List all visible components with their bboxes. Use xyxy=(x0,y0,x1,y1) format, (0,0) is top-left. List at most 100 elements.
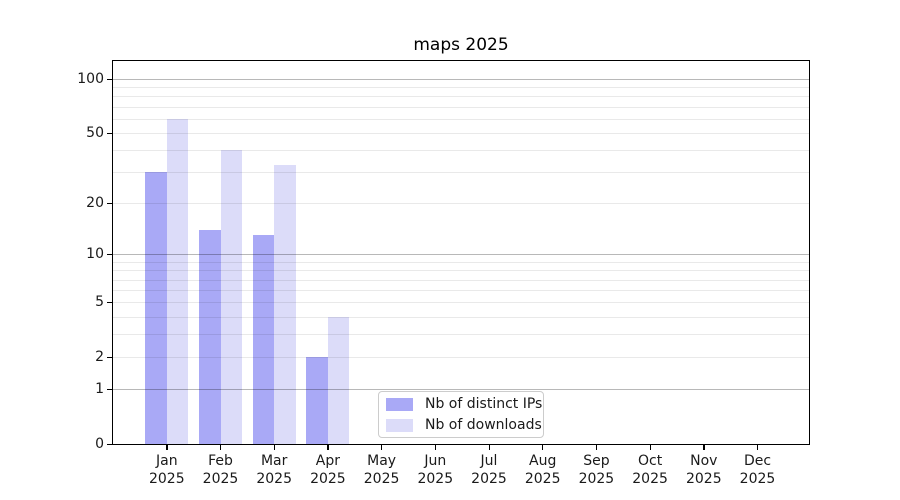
x-tick-label-dec: Dec 2025 xyxy=(730,452,786,488)
legend-swatch-distinct-ips xyxy=(386,397,413,411)
y-tick-label-5: 5 xyxy=(95,294,104,311)
bar-distinct-ips-apr xyxy=(306,357,328,444)
gridline-minor-8 xyxy=(113,270,809,272)
bar-downloads-mar xyxy=(274,165,296,444)
x-tick-mark-jan xyxy=(166,445,168,450)
y-tick-label-10: 10 xyxy=(86,246,104,263)
bar-distinct-ips-feb xyxy=(199,229,221,444)
x-tick-mark-sep xyxy=(595,445,598,450)
x-tick-mark-jun xyxy=(434,445,437,450)
x-tick-label-feb: Feb 2025 xyxy=(193,452,249,488)
gridline-major-10 xyxy=(113,254,809,256)
legend-row-downloads: Nb of downloads xyxy=(386,417,543,433)
gridline-minor-9 xyxy=(113,261,809,263)
x-tick-label-month: Mar xyxy=(260,453,288,469)
gridline-minor-80 xyxy=(113,96,809,98)
legend-label-downloads: Nb of downloads xyxy=(425,417,542,433)
x-tick-label-year: 2025 xyxy=(632,471,668,487)
chart-title: maps 2025 xyxy=(413,35,509,55)
y-tick-label-2: 2 xyxy=(95,349,104,366)
x-tick-label-apr: Apr 2025 xyxy=(300,452,356,488)
x-tick-mark-may xyxy=(381,445,383,450)
gridline-major-100 xyxy=(113,79,809,80)
bar-downloads-feb xyxy=(220,150,242,444)
x-tick-label-year: 2025 xyxy=(685,471,722,487)
gridline-minor-60 xyxy=(113,118,809,120)
x-tick-label-mar: Mar 2025 xyxy=(246,452,302,488)
x-tick-label-jan: Jan 2025 xyxy=(139,452,195,488)
x-tick-label-month: Apr xyxy=(315,453,340,469)
x-tick-label-year: 2025 xyxy=(363,471,400,487)
x-tick-label-year: 2025 xyxy=(202,471,239,487)
y-tick-label-100: 100 xyxy=(77,71,104,87)
x-tick-label-year: 2025 xyxy=(739,471,776,487)
x-tick-label-month: Jul xyxy=(480,453,498,469)
y-tick-label-0: 0 xyxy=(95,436,104,452)
gridline-major-1 xyxy=(113,389,809,391)
y-tick-label-50: 50 xyxy=(86,125,104,142)
bar-distinct-ips-mar xyxy=(252,235,275,444)
gridline-minor-4 xyxy=(113,316,809,318)
gridline-minor-7 xyxy=(113,279,809,281)
x-tick-mark-nov xyxy=(703,445,705,450)
plot-inner xyxy=(113,61,809,444)
gridline-minor-6 xyxy=(113,290,809,292)
x-tick-label-sep: Sep 2025 xyxy=(568,452,624,488)
x-tick-label-month: May xyxy=(367,453,397,469)
y-tick-mark-20 xyxy=(107,202,112,205)
legend: Nb of distinct IPs Nb of downloads xyxy=(378,391,544,438)
x-tick-mark-dec xyxy=(757,445,759,450)
y-tick-label-1: 1 xyxy=(95,381,104,398)
y-tick-mark-100 xyxy=(107,78,112,80)
y-tick-mark-5 xyxy=(107,301,112,304)
x-tick-label-month: Feb xyxy=(208,453,233,469)
x-tick-label-year: 2025 xyxy=(471,471,507,487)
x-tick-mark-mar xyxy=(273,445,275,450)
x-tick-label-year: 2025 xyxy=(310,471,346,487)
x-tick-label-month: Jun xyxy=(424,453,447,469)
y-tick-mark-2 xyxy=(107,356,112,358)
gridline-minor-5 xyxy=(113,302,809,304)
x-tick-label-may: May 2025 xyxy=(354,452,410,488)
x-tick-label-month: Sep xyxy=(583,453,610,469)
x-tick-label-nov: Nov 2025 xyxy=(676,452,732,488)
y-tick-mark-50 xyxy=(107,132,112,134)
legend-swatch-downloads xyxy=(386,418,413,432)
bar-downloads-jan xyxy=(166,118,189,444)
x-tick-label-month: Aug xyxy=(529,453,557,469)
plot-area: Nb of distinct IPs Nb of downloads xyxy=(112,60,810,445)
x-tick-label-month: Nov xyxy=(690,453,718,469)
y-tick-label-20: 20 xyxy=(86,195,104,212)
gridline-minor-90 xyxy=(113,87,809,89)
x-tick-label-oct: Oct 2025 xyxy=(622,452,678,488)
y-tick-mark-1 xyxy=(107,388,112,390)
x-tick-mark-oct xyxy=(649,445,651,450)
x-tick-label-month: Jan xyxy=(156,453,178,469)
x-tick-label-year: 2025 xyxy=(417,471,454,487)
x-tick-label-year: 2025 xyxy=(524,471,561,487)
y-tick-mark-0 xyxy=(107,443,112,445)
x-tick-mark-jul xyxy=(488,445,490,450)
x-tick-mark-apr xyxy=(327,445,329,450)
x-tick-label-jul: Jul 2025 xyxy=(461,452,517,488)
x-tick-label-aug: Aug 2025 xyxy=(515,452,571,488)
gridline-minor-3 xyxy=(113,334,809,336)
x-tick-mark-aug xyxy=(542,445,544,450)
gridline-minor-50 xyxy=(113,133,809,135)
x-tick-label-year: 2025 xyxy=(256,471,292,487)
gridline-minor-2 xyxy=(113,357,809,359)
gridline-minor-20 xyxy=(113,203,809,205)
bar-distinct-ips-jan xyxy=(145,172,167,444)
x-tick-label-year: 2025 xyxy=(148,471,185,487)
x-tick-label-year: 2025 xyxy=(578,471,615,487)
y-tick-mark-10 xyxy=(107,253,112,256)
gridline-minor-40 xyxy=(113,150,809,152)
gridline-minor-70 xyxy=(113,106,809,108)
x-tick-label-month: Oct xyxy=(637,453,663,469)
x-tick-mark-feb xyxy=(220,445,222,450)
legend-row-distinct-ips: Nb of distinct IPs xyxy=(386,396,543,412)
bar-downloads-apr xyxy=(327,316,350,444)
gridline-minor-30 xyxy=(113,172,809,174)
legend-label-distinct-ips: Nb of distinct IPs xyxy=(425,396,543,412)
